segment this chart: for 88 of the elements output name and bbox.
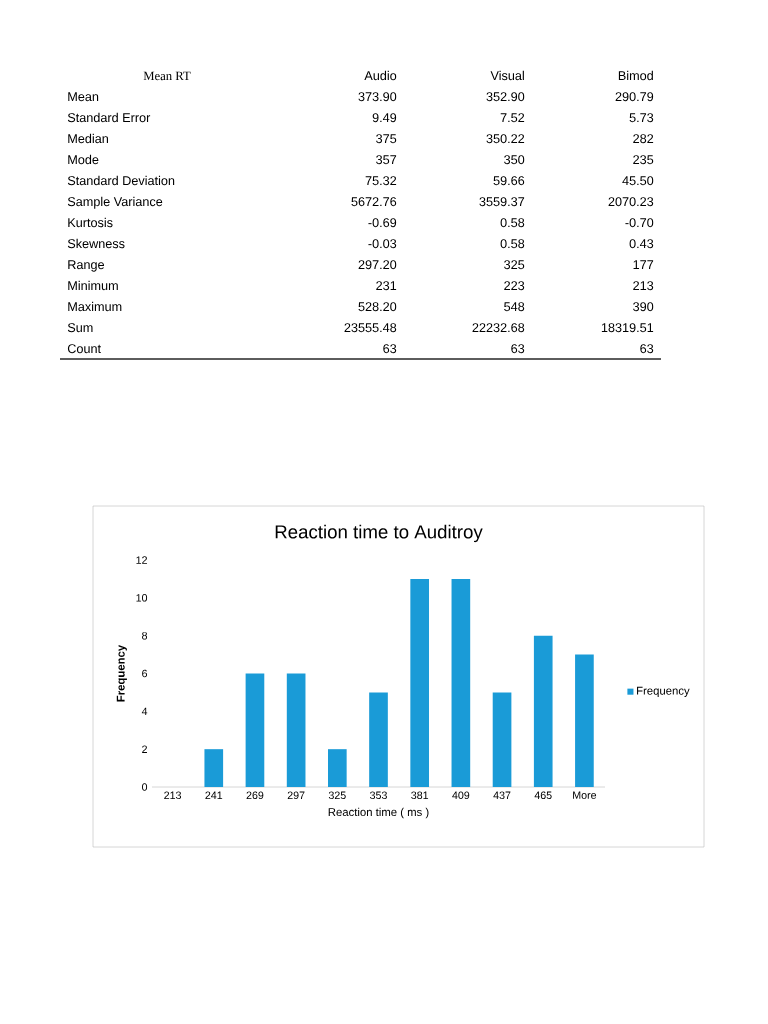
category-label: Bimod	[618, 70, 653, 81]
text: 357	[376, 155, 397, 165]
category-label: Mean	[68, 92, 99, 102]
text: 350.22	[486, 134, 525, 144]
text: 63	[383, 344, 397, 354]
category-label: Sample Variance	[67, 196, 163, 209]
text: 2070.23	[608, 197, 654, 207]
bar	[533, 635, 553, 788]
text: 297.20	[358, 260, 397, 270]
text: 59.66	[493, 176, 525, 186]
text: 22232.68	[472, 323, 525, 333]
x-tick-label: 297	[287, 791, 305, 800]
text: 0.43	[629, 239, 654, 249]
text: 325	[504, 260, 525, 270]
y-axis-title: Frequency	[116, 644, 127, 702]
category-label: Sum	[67, 323, 93, 333]
text: 18319.51	[601, 323, 654, 333]
x-tick-label: 353	[370, 791, 387, 800]
x-tick-label: 409	[452, 791, 470, 800]
text: 231	[376, 281, 397, 291]
category-label: Kurtosis	[68, 217, 113, 228]
text: -0.03	[368, 239, 397, 249]
text: 223	[504, 281, 525, 291]
x-tick-label: 213	[164, 791, 182, 800]
text: 282	[633, 134, 654, 144]
bar	[451, 578, 471, 788]
y-tick-label: 0	[142, 783, 148, 791]
x-tick-label: 269	[246, 791, 264, 800]
y-tick-label: 4	[141, 707, 148, 716]
bar	[410, 578, 430, 788]
legend-label: Frequency	[637, 686, 690, 697]
category-label: Minimum	[68, 280, 118, 291]
text: 63	[640, 344, 654, 354]
bar	[245, 673, 265, 788]
y-tick-label: 10	[136, 594, 148, 602]
bar	[492, 692, 512, 788]
x-tick-label: 241	[205, 791, 223, 799]
text: 3559.37	[479, 197, 525, 207]
category-label: Audio	[364, 70, 397, 81]
y-tick-label: 12	[136, 556, 147, 564]
text: 9.49	[372, 113, 397, 123]
text: 548	[504, 302, 525, 312]
x-tick-label: 325	[328, 791, 346, 800]
text: 5.73	[629, 113, 654, 123]
text: -0.70	[625, 218, 654, 228]
text: -0.69	[368, 218, 397, 228]
text: 0.58	[500, 239, 525, 249]
category-label: Median	[68, 133, 108, 144]
x-tick-label: 381	[411, 791, 429, 800]
category-label: Range	[68, 260, 105, 272]
category-label: Standard Error	[67, 112, 151, 123]
x-tick-label: 465	[534, 791, 552, 800]
text: 352.90	[486, 92, 525, 102]
y-tick-label: 6	[142, 669, 148, 678]
bar	[204, 749, 224, 788]
text: 7.52	[500, 113, 525, 123]
bar	[575, 654, 594, 788]
category-label: Count	[67, 344, 101, 354]
text: 528.20	[358, 302, 397, 312]
text: 177	[633, 260, 654, 269]
text: Mean RT	[143, 71, 191, 81]
category-label: Visual	[490, 70, 524, 81]
y-tick-label: 2	[142, 745, 147, 753]
bar	[369, 692, 388, 788]
text: 45.50	[622, 176, 654, 186]
text: 375	[376, 134, 397, 144]
text: 390	[633, 302, 654, 312]
category-label: Skewness	[67, 238, 125, 249]
y-tick-label: 8	[142, 631, 148, 640]
category-label: Maximum	[68, 301, 122, 312]
text: 290.79	[615, 92, 654, 102]
text: 63	[511, 344, 525, 354]
text: 23555.48	[344, 323, 397, 333]
x-tick-label: 437	[493, 791, 511, 800]
bar	[286, 673, 306, 788]
text: 373.90	[358, 92, 397, 102]
category-label: Mode	[68, 154, 99, 165]
text: 5672.76	[351, 197, 397, 207]
text: 213	[633, 281, 654, 291]
text: 75.32	[365, 176, 397, 186]
text: 350	[504, 155, 525, 165]
x-tick-label: More	[573, 791, 597, 799]
x-axis-title: Reaction time ( ms )	[328, 807, 429, 819]
text: 0.58	[500, 218, 525, 228]
bar	[327, 749, 347, 788]
text: 235	[633, 155, 654, 165]
chart-title: Reaction time to Auditroy	[275, 524, 483, 543]
category-label: Standard Deviation	[67, 175, 175, 186]
